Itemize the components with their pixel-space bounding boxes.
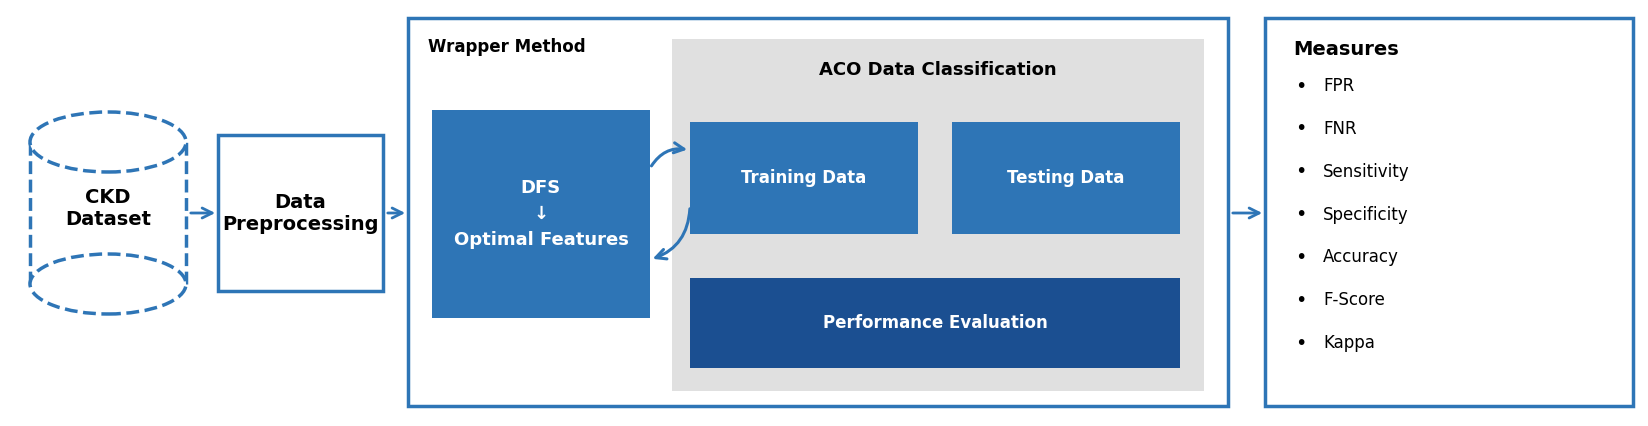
Bar — [1264, 18, 1632, 406]
Text: F-Score: F-Score — [1322, 291, 1384, 309]
Ellipse shape — [30, 254, 186, 314]
Text: Wrapper Method: Wrapper Method — [428, 38, 585, 56]
Text: Performance Evaluation: Performance Evaluation — [822, 314, 1046, 332]
Text: FPR: FPR — [1322, 77, 1353, 95]
Bar — [672, 39, 1203, 391]
Bar — [432, 110, 649, 318]
FancyArrowPatch shape — [656, 209, 689, 259]
Text: •: • — [1294, 205, 1305, 224]
Text: •: • — [1294, 119, 1305, 138]
Text: •: • — [1294, 248, 1305, 267]
Text: •: • — [1294, 162, 1305, 181]
Text: Measures: Measures — [1292, 40, 1398, 59]
Bar — [30, 142, 186, 284]
Bar — [407, 18, 1228, 406]
Text: ACO Data Classification: ACO Data Classification — [819, 61, 1056, 79]
Text: Kappa: Kappa — [1322, 334, 1374, 352]
Text: Training Data: Training Data — [742, 169, 867, 187]
Text: •: • — [1294, 334, 1305, 353]
Text: Accuracy: Accuracy — [1322, 248, 1398, 266]
Text: •: • — [1294, 291, 1305, 310]
Bar — [218, 135, 382, 291]
Text: CKD
Dataset: CKD Dataset — [64, 187, 152, 228]
Text: Specificity: Specificity — [1322, 206, 1407, 224]
Text: Testing Data: Testing Data — [1007, 169, 1124, 187]
Bar — [689, 122, 918, 234]
Text: DFS
↓
Optimal Features: DFS ↓ Optimal Features — [453, 178, 628, 249]
Text: •: • — [1294, 77, 1305, 95]
Text: Sensitivity: Sensitivity — [1322, 163, 1409, 181]
Text: FNR: FNR — [1322, 120, 1356, 138]
Text: Data
Preprocessing: Data Preprocessing — [222, 193, 379, 233]
Bar — [951, 122, 1180, 234]
Bar — [689, 278, 1180, 368]
FancyArrowPatch shape — [651, 143, 684, 166]
Ellipse shape — [30, 112, 186, 172]
